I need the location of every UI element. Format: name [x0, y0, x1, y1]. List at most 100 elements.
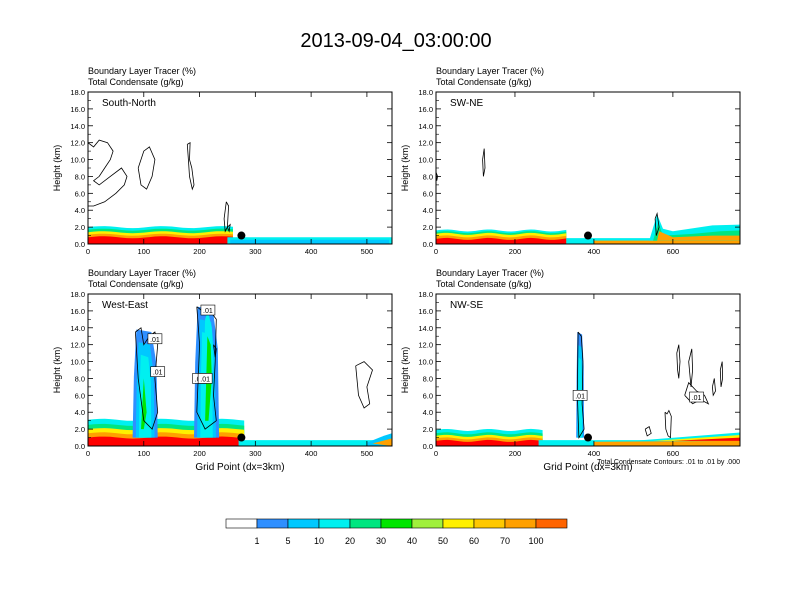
y-tick-label: 2.0 [423, 425, 433, 434]
condensate-contour [664, 409, 672, 439]
location-marker [237, 231, 246, 240]
y-tick-label: 4.0 [423, 206, 433, 215]
colorbar-tick-label: 60 [469, 536, 479, 546]
colorbar-tick-label: 5 [285, 536, 290, 546]
y-tick-label: 12.0 [70, 139, 85, 148]
colorbar-swatch [225, 518, 258, 529]
y-tick-label: 12.0 [418, 341, 433, 350]
y-tick-label: 0.0 [423, 240, 433, 249]
chart-panel-3: Boundary Layer Tracer (%)Total Condensat… [52, 268, 393, 473]
figure-title: 2013-09-04_03:00:00 [300, 30, 492, 52]
location-marker [584, 231, 592, 240]
y-tick-label: 18.0 [70, 88, 85, 97]
y-tick-label: 4.0 [75, 408, 85, 417]
panel-subtitle-tracer: Boundary Layer Tracer (%) [88, 66, 196, 76]
field-shade [372, 438, 392, 446]
field-layer: .01.01.01.01.01 [88, 304, 392, 446]
plot-frame [435, 91, 741, 245]
condensate-contour [355, 361, 373, 409]
y-tick-label: 6.0 [75, 189, 85, 198]
chart-panel-2: Boundary Layer Tracer (%)Total Condensat… [400, 66, 741, 256]
location-marker [584, 433, 592, 442]
plot-frame [435, 293, 741, 447]
y-tick-label: 8.0 [423, 172, 433, 181]
condensate-contour [186, 141, 195, 191]
x-tick-label: 0 [86, 247, 90, 256]
contour-label-box [147, 333, 163, 345]
colorbar-swatch [473, 518, 506, 529]
condensate-contour [227, 223, 231, 233]
y-tick-label: 0.0 [75, 442, 85, 451]
x-tick-label: 100 [138, 247, 151, 256]
contour-label-box [689, 391, 704, 403]
contour-label: .01 [692, 395, 702, 402]
y-tick-label: 16.0 [418, 307, 433, 316]
condensate-contour [676, 344, 681, 379]
x-axis-label: Grid Point (dx=3km) [195, 462, 284, 473]
panel-label: South-North [102, 98, 156, 109]
colorbar-swatch [380, 518, 413, 529]
y-tick-label: 2.0 [423, 223, 433, 232]
field-shade [238, 440, 392, 446]
contour-note: Total Condensate Contours: .01 to .01 by… [597, 459, 740, 466]
y-tick-label: 16.0 [70, 105, 85, 114]
field-shade [672, 437, 740, 441]
condensate-contour [482, 148, 486, 177]
colorbar-swatch [349, 518, 382, 529]
y-tick-label: 18.0 [418, 88, 433, 97]
y-tick-label: 18.0 [418, 290, 433, 299]
y-tick-label: 10.0 [70, 156, 85, 165]
x-tick-label: 500 [361, 449, 374, 458]
chart-panel-4: Boundary Layer Tracer (%) Total Condensat… [400, 268, 741, 473]
field-shade [436, 439, 543, 446]
colorbar-tick-label: 70 [500, 536, 510, 546]
chart-panel-1: Boundary Layer Tracer (%)Total Condensat… [52, 66, 393, 256]
y-tick-label: 18.0 [70, 290, 85, 299]
panel-label: SW-NE [450, 98, 483, 109]
y-tick-label: 10.0 [418, 358, 433, 367]
y-tick-label: 4.0 [423, 408, 433, 417]
y-tick-label: 14.0 [418, 122, 433, 131]
y-axis-label: Height (km) [400, 347, 410, 394]
contour-label-box [197, 373, 213, 384]
contour-label-box [200, 304, 216, 316]
panel-label: NW-SE [450, 300, 483, 311]
colorbar-tick-label: 20 [345, 536, 355, 546]
field-shade [88, 236, 233, 244]
field-layer [88, 139, 392, 244]
field-layer [436, 148, 740, 244]
y-tick-label: 8.0 [75, 172, 85, 181]
colorbar-tick-label: 40 [407, 536, 417, 546]
colorbar-swatch [287, 518, 320, 529]
panel-subtitle-condensate: Total Condensate (g/kg) [88, 279, 184, 289]
y-tick-label: 2.0 [75, 223, 85, 232]
colorbar-swatch [318, 518, 351, 529]
condensate-contour [576, 331, 585, 439]
panel-subtitle-tracer: Boundary Layer Tracer (%) [436, 268, 544, 278]
y-axis-label: Height (km) [400, 145, 410, 192]
x-tick-label: 200 [509, 449, 522, 458]
field-shade [88, 436, 245, 446]
condensate-contour [137, 146, 156, 190]
x-tick-label: 600 [667, 449, 680, 458]
contour-label: .01 [575, 393, 585, 400]
x-tick-label: 400 [305, 449, 318, 458]
y-tick-label: 6.0 [423, 189, 433, 198]
y-tick-label: 0.0 [423, 442, 433, 451]
y-axis-label: Height (km) [52, 347, 62, 394]
field-shade [436, 237, 567, 244]
field-shade [230, 239, 390, 244]
panel-label-bg [94, 95, 174, 109]
y-tick-label: 6.0 [75, 391, 85, 400]
x-tick-label: 400 [305, 247, 318, 256]
colorbar-swatch [504, 518, 537, 529]
contour-label: .01 [153, 370, 163, 377]
panel-subtitle-tracer: Boundary Layer Tracer (%) [436, 66, 544, 76]
contour-label: .01 [150, 337, 160, 344]
y-tick-label: 10.0 [418, 156, 433, 165]
colorbar-swatch [256, 518, 289, 529]
y-tick-label: 12.0 [418, 139, 433, 148]
condensate-contour [712, 378, 716, 397]
x-tick-label: 300 [249, 449, 262, 458]
